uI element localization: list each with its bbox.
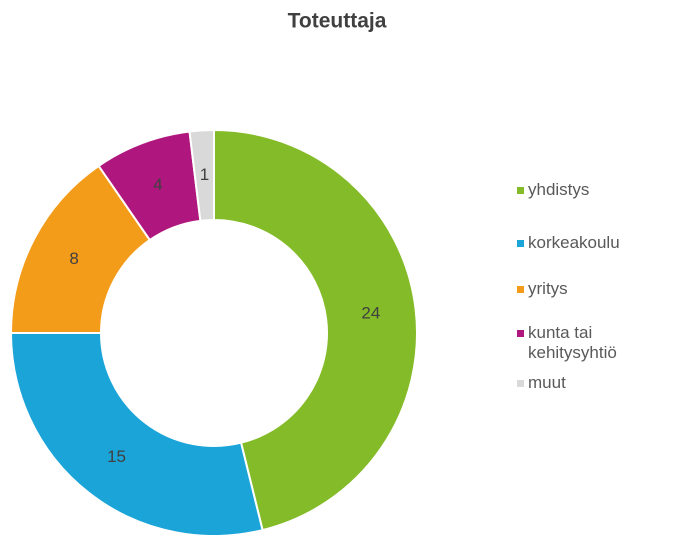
legend-label: korkeakoulu [528,233,620,252]
chart-title: Toteuttaja [288,10,387,33]
legend-swatch [517,330,524,338]
legend-swatch [517,187,524,195]
legend-item: muut [517,373,657,393]
donut-slice [9,332,264,535]
legend-label: yritys [528,279,568,298]
data-label: 1 [200,165,209,184]
legend-swatch [517,240,524,248]
legend-item: yhdistys [517,180,657,200]
legend-label: kunta tai kehitysyhtiö [528,323,617,362]
legend-label: muut [528,373,566,392]
legend-item: korkeakoulu [517,233,657,253]
data-label: 4 [153,175,162,194]
legend-item: yritys [517,279,657,299]
donut-slice [188,128,215,222]
data-label: 24 [361,303,380,322]
legend-swatch [517,380,524,388]
legend-item: kunta tai kehitysyhtiö [517,323,657,363]
donut-slice [213,128,418,532]
legend-swatch [517,286,524,294]
data-label: 15 [107,447,126,466]
legend-label: yhdistys [528,180,590,199]
data-label: 8 [69,249,78,268]
